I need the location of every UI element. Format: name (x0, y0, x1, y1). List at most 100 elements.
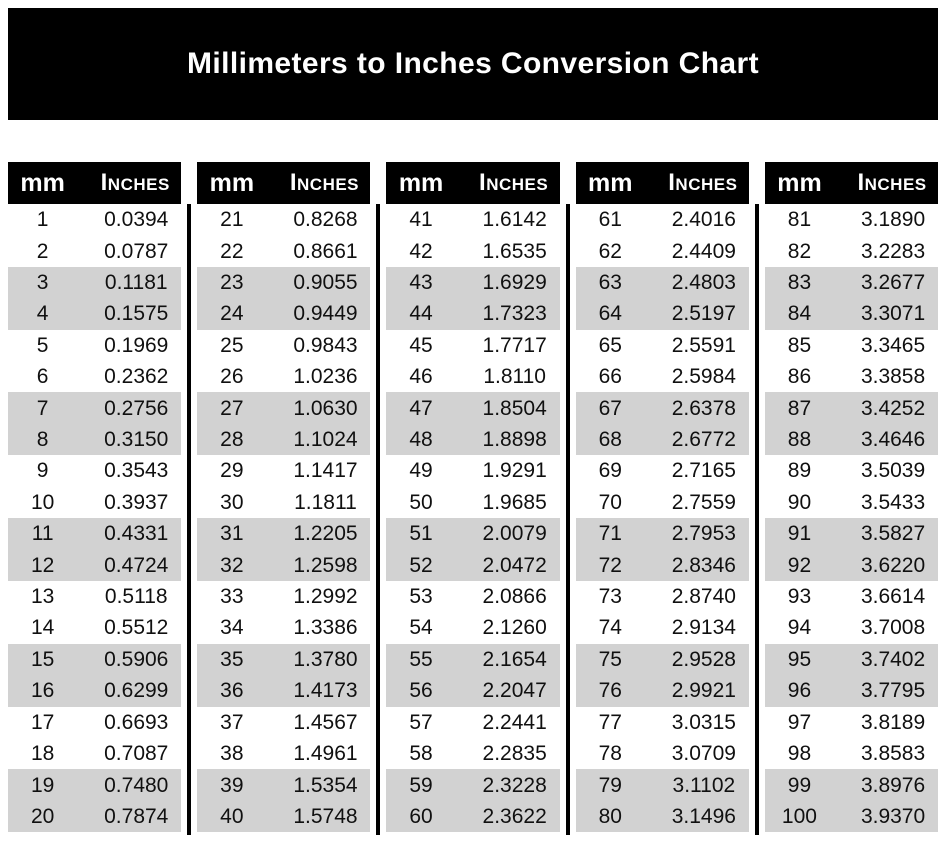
inches-value: 3.7402 (860, 647, 926, 671)
mm-value: 89 (787, 459, 812, 483)
inches-value: 1.4567 (293, 710, 358, 734)
table-row: 59 2.3228 (386, 769, 560, 801)
inches-value: 0.0787 (104, 239, 169, 263)
table-row: 20 0.7874 (8, 800, 182, 833)
table-row: 30 1.1811 (197, 486, 371, 519)
table-row: 33 1.2992 (197, 580, 371, 613)
table-row: 7 0.2756 (8, 392, 182, 424)
inches-value: 2.8740 (671, 585, 736, 609)
mm-value: 67 (598, 396, 622, 420)
mm-value: 68 (598, 428, 622, 452)
mm-value: 57 (409, 710, 433, 734)
inches-value: 1.7323 (482, 302, 547, 326)
table-row: 50 1.9685 (386, 486, 560, 519)
table-row: 89 3.5039 (764, 455, 939, 487)
table-row: 92 3.6220 (764, 549, 939, 581)
table-row: 31 1.2205 (197, 518, 371, 550)
inches-value: 1.1024 (293, 428, 358, 452)
table-row: 39 1.5354 (197, 769, 371, 801)
mm-value: 52 (409, 553, 433, 577)
table-divider (187, 204, 192, 835)
table-row: 46 1.8110 (386, 361, 560, 393)
mm-value: 63 (598, 271, 622, 295)
mm-value: 72 (598, 553, 622, 577)
mm-value: 41 (409, 208, 433, 232)
table-row: 85 3.3465 (764, 329, 939, 362)
inches-value: 3.6614 (860, 585, 926, 609)
mm-column-header: mm (20, 168, 65, 197)
mm-value: 36 (220, 679, 244, 703)
mm-value: 69 (598, 459, 622, 483)
inches-value: 3.6220 (860, 553, 926, 577)
mm-value: 14 (30, 616, 55, 640)
inches-value: 3.3465 (860, 333, 926, 357)
mm-value: 15 (30, 647, 55, 671)
table-row: 45 1.7717 (386, 329, 560, 362)
mm-value: 6 (36, 365, 49, 389)
table-row: 54 2.1260 (386, 612, 560, 644)
inches-value: 0.3150 (104, 428, 169, 452)
inches-column-header: Inches (857, 169, 927, 196)
table-row: 74 2.9134 (575, 612, 749, 644)
mm-value: 48 (409, 428, 433, 452)
mm-value: 46 (409, 365, 433, 389)
table-row: 8 0.3150 (8, 423, 182, 456)
table-divider (376, 204, 381, 835)
mm-value: 75 (598, 647, 622, 671)
mm-value: 77 (598, 710, 622, 734)
mm-value: 31 (220, 522, 244, 546)
table-row: 90 3.5433 (764, 486, 939, 519)
inches-value: 3.2677 (860, 271, 926, 295)
conversion-table-5: mm Inches 81 3.1890 82 3.2283 83 3.2677 84 3.3071… (764, 162, 939, 833)
inches-value: 1.2205 (293, 522, 358, 546)
mm-value: 94 (787, 616, 812, 640)
inches-value: 2.6772 (671, 428, 736, 452)
mm-value: 49 (409, 459, 433, 483)
table-row: 11 0.4331 (8, 518, 182, 550)
table-body: 61 2.4016 62 2.4409 63 2.4803 64 2.5197 65 2.5591… (575, 204, 749, 833)
mm-value: 53 (409, 585, 433, 609)
inches-value: 0.4331 (104, 522, 169, 546)
inches-value: 2.6378 (671, 396, 736, 420)
table-row: 1 0.0394 (8, 204, 182, 236)
mm-value: 84 (787, 302, 812, 326)
inches-column-header: Inches (479, 169, 549, 196)
mm-column-header: mm (588, 168, 633, 197)
mm-value: 76 (598, 679, 622, 703)
inches-value: 0.2756 (104, 396, 169, 420)
mm-value: 80 (598, 804, 622, 828)
inches-value: 2.0472 (482, 553, 547, 577)
table-row: 83 3.2677 (764, 266, 939, 299)
inches-value: 1.0236 (293, 365, 358, 389)
table-row: 42 1.6535 (386, 235, 560, 267)
mm-value: 56 (409, 679, 433, 703)
table-row: 77 3.0315 (575, 706, 749, 738)
table-row: 56 2.2047 (386, 675, 560, 707)
mm-value: 55 (409, 647, 433, 671)
mm-value: 8 (36, 428, 49, 452)
mm-value: 71 (598, 522, 622, 546)
mm-value: 22 (220, 239, 244, 263)
inches-value: 2.2441 (482, 710, 547, 734)
inches-value: 0.6693 (104, 710, 169, 734)
table-row: 15 0.5906 (8, 643, 182, 676)
mm-value: 47 (409, 396, 433, 420)
mm-value: 2 (36, 239, 49, 263)
mm-value: 81 (787, 208, 812, 232)
inches-value: 0.1969 (104, 333, 169, 357)
inches-value: 2.9528 (671, 647, 736, 671)
mm-value: 59 (409, 773, 433, 797)
inches-value: 2.9134 (671, 616, 736, 640)
mm-value: 85 (787, 333, 812, 357)
mm-value: 45 (409, 333, 433, 357)
inches-value: 1.2992 (293, 585, 358, 609)
tables-container: mm Inches 1 0.0394 2 0.0787 3 0.1181 4 0.1575 5 0.1… (8, 162, 939, 835)
inches-value: 2.3228 (482, 773, 547, 797)
mm-value: 79 (598, 773, 622, 797)
inches-value: 0.4724 (104, 553, 169, 577)
table-row: 100 3.9370 (764, 800, 939, 833)
mm-value: 24 (220, 302, 244, 326)
inches-value: 1.5354 (293, 773, 358, 797)
inches-value: 3.7008 (860, 616, 926, 640)
mm-value: 66 (598, 365, 622, 389)
